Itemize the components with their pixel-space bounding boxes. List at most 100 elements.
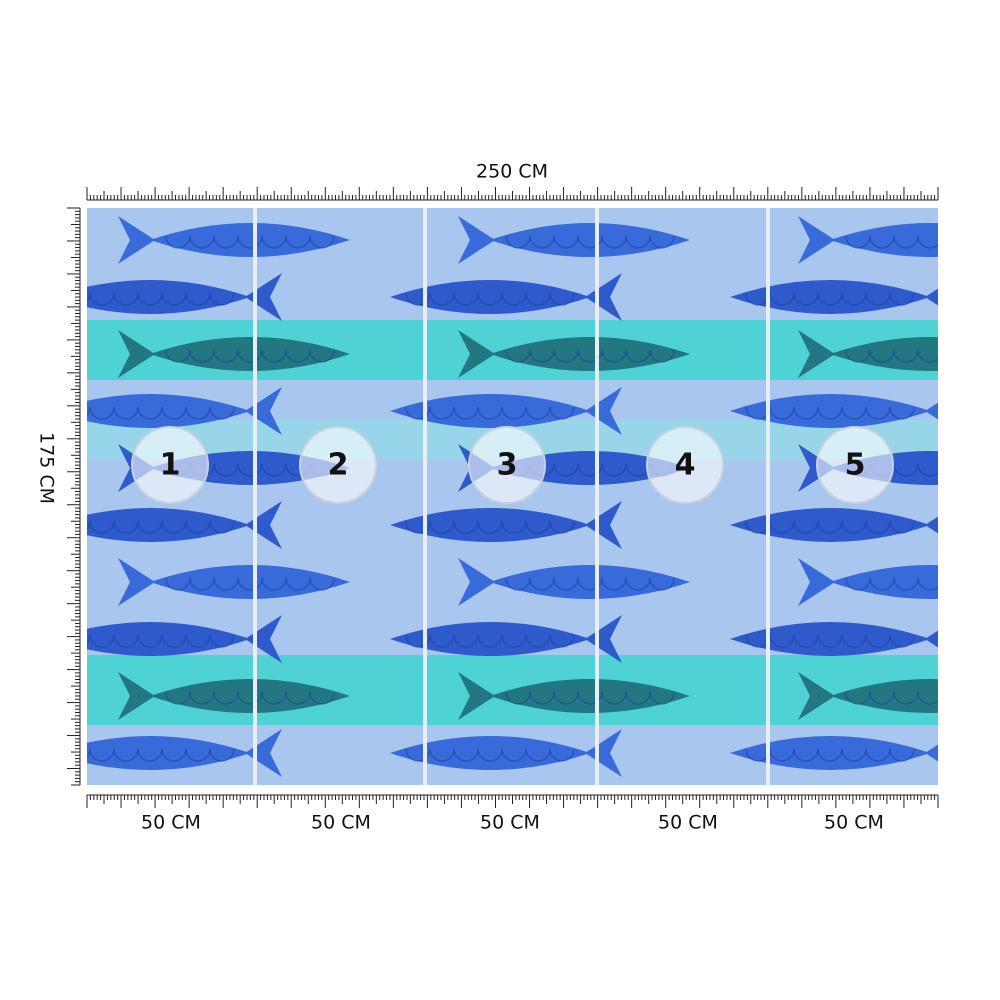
fish-scale xyxy=(577,349,603,363)
panel-number: 1 xyxy=(160,448,181,483)
fish-scale xyxy=(894,806,918,818)
fish-scale xyxy=(577,235,603,249)
fish-scale xyxy=(501,520,527,534)
fish-scale xyxy=(942,692,966,704)
fish-scale xyxy=(87,406,91,416)
fish-scale xyxy=(501,634,527,648)
fish-scale xyxy=(601,235,627,249)
fish-scale xyxy=(917,463,938,477)
fish-scale xyxy=(525,634,551,648)
fish-scale xyxy=(769,748,795,762)
fish-scale xyxy=(505,349,531,363)
fish-scale xyxy=(917,577,938,591)
fish-scale xyxy=(769,634,795,648)
fish-scale xyxy=(87,748,91,758)
fish-scale xyxy=(165,691,191,705)
fish xyxy=(118,444,350,492)
fish-scale xyxy=(865,406,891,420)
fish-scale xyxy=(577,463,603,477)
fish-scale xyxy=(209,406,235,420)
fish-scale xyxy=(87,292,91,302)
fish-scale xyxy=(553,577,579,591)
fish xyxy=(390,273,622,321)
fish-scale xyxy=(841,634,867,648)
fish-scale xyxy=(87,520,91,530)
fish-scale xyxy=(841,748,867,762)
fish-scale xyxy=(213,691,239,705)
panel-width: 50 CM xyxy=(311,812,371,834)
fish-scale xyxy=(501,406,527,420)
panel-number: 3 xyxy=(497,448,518,483)
fish xyxy=(390,729,622,777)
fish-scale xyxy=(237,349,263,363)
fish-scale xyxy=(793,520,819,534)
fish-scale xyxy=(990,350,1000,362)
fish-scale xyxy=(285,577,311,591)
fish-scale xyxy=(185,406,211,420)
fish-scale xyxy=(990,236,1000,248)
fish-scale xyxy=(869,235,895,249)
fish-scale xyxy=(189,235,215,249)
fish-scale xyxy=(113,748,139,762)
fish-scale xyxy=(966,692,990,704)
fish-scale xyxy=(942,806,966,818)
fish-scale xyxy=(529,235,555,249)
fish-scale xyxy=(285,235,311,249)
fish-scale xyxy=(113,292,139,306)
fish-scale xyxy=(137,520,163,534)
fish-scale xyxy=(793,406,819,420)
fish-scale xyxy=(89,634,115,648)
fish xyxy=(87,273,282,321)
fish-scale xyxy=(893,577,919,591)
fish-scale xyxy=(477,748,503,762)
fish-scale xyxy=(477,634,503,648)
fish-scale xyxy=(161,292,187,306)
fish-scale xyxy=(213,349,239,363)
fish-scale xyxy=(889,748,915,762)
fish-scale xyxy=(601,463,627,477)
fish xyxy=(118,216,350,264)
fish-scale xyxy=(893,691,919,705)
fish-scale xyxy=(990,806,1000,818)
fish-scale xyxy=(602,806,626,818)
fish xyxy=(458,558,690,606)
fish-scale xyxy=(601,691,627,705)
fish-scale xyxy=(942,578,966,590)
fish-scale xyxy=(889,292,915,306)
fish-scale xyxy=(453,520,479,534)
panel-gap xyxy=(253,208,257,785)
fish-scale xyxy=(161,634,187,648)
panel-marker xyxy=(816,426,894,504)
panel-marker xyxy=(468,426,546,504)
fish-scale xyxy=(453,292,479,306)
fish-scale xyxy=(553,463,579,477)
fish-scale xyxy=(477,520,503,534)
fish-scale xyxy=(869,577,895,591)
panel-gap xyxy=(595,208,599,785)
fish xyxy=(87,729,282,777)
fish-scale xyxy=(477,406,503,420)
fish-scale xyxy=(405,292,431,306)
fish-scale xyxy=(453,406,479,420)
fish-scale xyxy=(626,806,650,818)
fish-scale xyxy=(841,520,867,534)
fish-scale xyxy=(817,748,843,762)
panel-marker xyxy=(646,426,724,504)
fish-scale xyxy=(525,748,551,762)
fish-scale xyxy=(185,520,211,534)
fish-scale xyxy=(889,520,915,534)
fish-scale xyxy=(817,406,843,420)
panel-width: 50 CM xyxy=(141,812,201,834)
fish xyxy=(87,387,282,435)
fish-scale xyxy=(189,577,215,591)
fish-scale xyxy=(165,577,191,591)
fish-scale xyxy=(966,578,990,590)
fish-scale xyxy=(429,748,455,762)
fish-scale xyxy=(161,520,187,534)
fish-scale xyxy=(209,520,235,534)
fish-scale xyxy=(89,748,115,762)
fish xyxy=(798,672,938,720)
fish-scale xyxy=(649,235,675,249)
fish-scale xyxy=(237,463,263,477)
